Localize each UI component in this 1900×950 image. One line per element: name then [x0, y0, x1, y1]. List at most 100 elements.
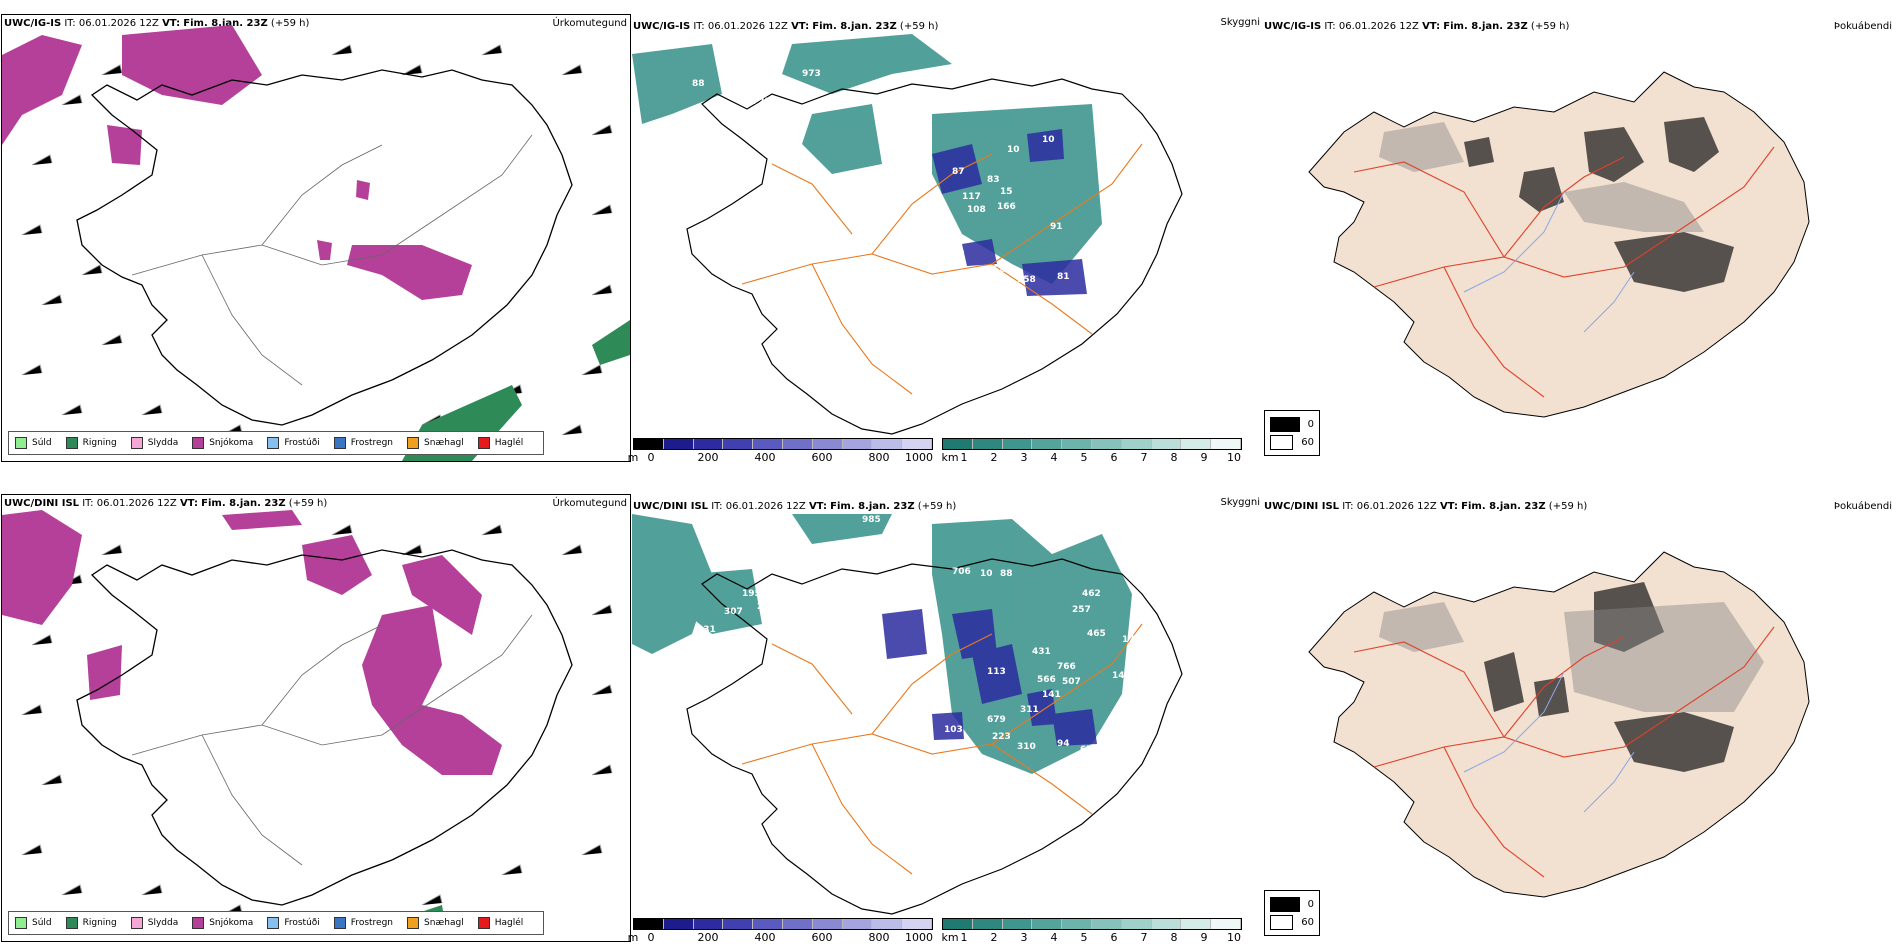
fog-legend-row: 0	[1270, 895, 1314, 913]
scale-tick: 8	[1170, 451, 1178, 464]
scale-cell	[972, 439, 1003, 449]
scale-cell	[1121, 439, 1152, 449]
scale-cell	[902, 919, 932, 929]
vis-label: 706	[952, 567, 971, 577]
precip-snow	[2, 25, 472, 300]
fog-dark	[1464, 117, 1734, 292]
legend-item: Snjókoma	[192, 437, 253, 449]
legend-swatch	[192, 917, 205, 929]
roads	[1353, 626, 1775, 878]
scale-cell	[943, 919, 973, 929]
legend-item: Snæhagl	[407, 917, 464, 929]
iceland-outline	[76, 549, 573, 906]
roads	[131, 134, 533, 386]
fog-legend: 0 60	[1264, 890, 1320, 936]
vis-label: 94	[1057, 739, 1070, 749]
vis-label: 679	[987, 715, 1006, 725]
fog-legend-swatch	[1270, 434, 1294, 450]
iceland-outline	[686, 78, 1183, 435]
scale-cell	[693, 919, 724, 929]
scale-unit: km	[941, 451, 959, 464]
scale-cell	[812, 919, 843, 929]
vis-label: 105	[1112, 742, 1131, 752]
precip-legend: Súld Rigning Slydda Snjókoma Frostúði Fr…	[8, 911, 545, 935]
fog-map	[1308, 71, 1810, 418]
scale-tick: 1000	[905, 931, 933, 944]
iceland-land	[1308, 551, 1810, 898]
scale-cell	[1211, 439, 1241, 449]
scale-tick: 1	[960, 931, 968, 944]
vis-label: 88	[692, 79, 705, 89]
vis-label: 223	[992, 732, 1011, 742]
scale-tick: 3	[1020, 451, 1028, 464]
fog-legend-swatch	[1270, 896, 1300, 912]
scale-cell	[1032, 439, 1063, 449]
rivers	[1463, 191, 1635, 333]
scale-tick: 6	[1110, 451, 1118, 464]
scale-cell	[1091, 439, 1122, 449]
fog-legend: 0 60	[1264, 410, 1320, 456]
iceland-outline	[686, 558, 1183, 915]
legend-swatch	[15, 437, 27, 449]
roads	[741, 143, 1143, 395]
scale-tick: 7	[1140, 451, 1148, 464]
precip-type-panel-bottom: UWC/DINI ISL IT: 06.01.2026 12Z VT: Fim.…	[1, 494, 631, 942]
vis-label: 307	[724, 607, 743, 617]
vis-label: 227	[757, 602, 776, 612]
legend-item: Súld	[15, 437, 52, 449]
scale-cell	[972, 919, 1003, 929]
panel-title: Skyggni	[1220, 497, 1260, 508]
scale-unit: m	[627, 931, 639, 944]
scale-cell	[872, 919, 903, 929]
legend-swatch	[65, 437, 78, 449]
panel-header: UWC/IG-IS IT: 06.01.2026 12Z VT: Fim. 8.…	[1264, 21, 1570, 32]
scale-cell	[1002, 439, 1033, 449]
precip-map	[2, 510, 613, 935]
scale-tick: 7	[1140, 931, 1148, 944]
panel-title: Skyggni	[1220, 17, 1260, 28]
scale-cell	[693, 439, 724, 449]
vis-label: 723	[752, 97, 771, 107]
scale-cell	[1121, 919, 1152, 929]
scale-tick: 2	[990, 931, 998, 944]
scale-cell	[1002, 919, 1033, 929]
fog-legend-swatch	[1270, 416, 1300, 432]
legend-item: Haglél	[477, 437, 523, 449]
vis-label: 10	[1007, 145, 1020, 155]
scale-bar	[633, 438, 933, 450]
vis-label: 766	[1057, 662, 1076, 672]
scale-tick: 400	[754, 451, 776, 464]
legend-swatch	[477, 917, 490, 929]
legend-item: Frostregn	[333, 437, 393, 449]
vis-label: 311	[1020, 705, 1039, 715]
fog-grey	[1379, 122, 1704, 232]
legend-item: Frostúði	[267, 437, 320, 449]
vis-scale-km: km 1 2 3 4 5 6 7 8 9 10	[941, 438, 1242, 464]
legend-swatch	[333, 437, 346, 449]
scale-cell	[1211, 919, 1241, 929]
vis-label: 80	[1117, 272, 1130, 282]
scale-cell	[634, 439, 664, 449]
legend-swatch	[130, 917, 143, 929]
scale-tick: 10	[1227, 451, 1241, 464]
vis-label: 166	[997, 202, 1016, 212]
precip-snow	[2, 510, 502, 775]
visibility-panel-top: UWC/IG-IS IT: 06.01.2026 12Z VT: Fim. 8.…	[628, 14, 1260, 464]
vis-label: 462	[1082, 589, 1101, 599]
panel-title: Þokuábendi	[1833, 21, 1892, 32]
legend-swatch	[192, 437, 205, 449]
scale-tick: 600	[811, 451, 833, 464]
scale-bar	[633, 918, 933, 930]
panel-title: Úrkomutegund	[552, 18, 627, 29]
panel-header: UWC/DINI ISL IT: 06.01.2026 12Z VT: Fim.…	[4, 498, 328, 509]
scale-tick: 2	[990, 451, 998, 464]
scale-tick: 1	[960, 451, 968, 464]
scale-cell	[842, 439, 873, 449]
vis-label: 10	[1042, 135, 1055, 145]
precip-type-panel-top: UWC/IG-IS IT: 06.01.2026 12Z VT: Fim. 8.…	[1, 14, 631, 462]
vis-label: 81	[1057, 272, 1070, 282]
scale-tick: 0	[647, 931, 655, 944]
scale-unit: km	[941, 931, 959, 944]
scale-cell	[634, 919, 664, 929]
scale-cell	[782, 439, 813, 449]
